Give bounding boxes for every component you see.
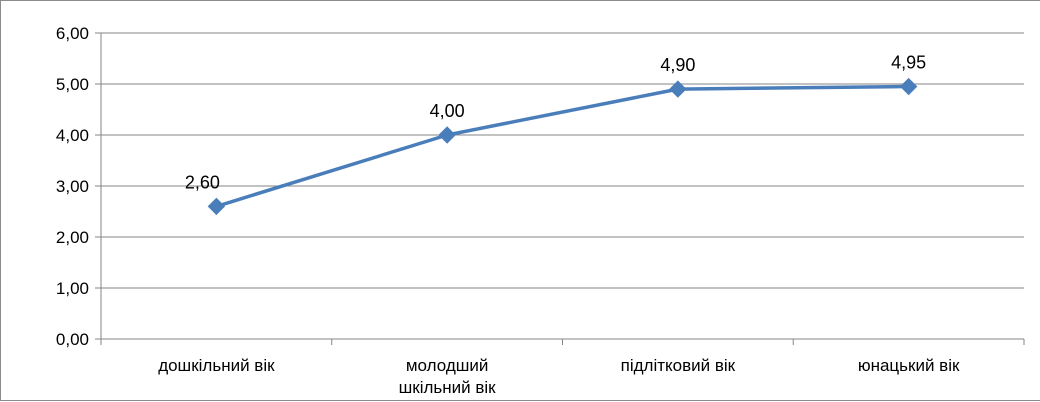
data-point-marker: [669, 80, 687, 98]
data-label: 2,60: [185, 172, 220, 192]
axes: [95, 32, 1025, 345]
category-label-line: підлітковий вік: [621, 356, 736, 375]
y-axis-tick-labels: 0,00 1,00 2,00 3,00 4,00 5,00 6,00: [56, 24, 89, 349]
y-axis-tick-label: 0,00: [56, 330, 89, 349]
y-axis-tick-label: 2,00: [56, 228, 89, 247]
y-axis-tick-label: 5,00: [56, 75, 89, 94]
x-axis-category-labels: дошкільний вік молодший шкільний вік підліт…: [158, 356, 960, 397]
x-axis-category-label: підлітковий вік: [621, 356, 736, 375]
x-axis-category-label: юнацький вік: [858, 356, 960, 375]
x-axis-category-label: дошкільний вік: [158, 356, 275, 375]
data-label: 4,00: [430, 101, 465, 121]
category-label-line: юнацький вік: [858, 356, 960, 375]
gridlines: [101, 32, 1024, 289]
series-line: [215, 84, 909, 209]
data-labels: 2,60 4,00 4,90 4,95: [185, 53, 926, 193]
data-point-marker: [207, 197, 226, 216]
series-line: [215, 84, 909, 209]
category-label-line: дошкільний вік: [158, 356, 275, 375]
y-axis-tick-label: 1,00: [56, 279, 89, 298]
data-label: 4,95: [891, 53, 926, 73]
y-axis-tick-label: 6,00: [56, 24, 89, 43]
y-axis-tick-label: 4,00: [56, 126, 89, 145]
category-label-line: молодший: [406, 356, 489, 375]
series-markers: [207, 77, 918, 216]
x-axis-category-label: молодший шкільний вік: [399, 356, 497, 397]
category-label-line: шкільний вік: [399, 378, 497, 397]
y-axis-tick-label: 3,00: [56, 177, 89, 196]
data-point-marker: [899, 77, 918, 96]
data-label: 4,90: [660, 55, 695, 75]
data-point-marker: [438, 126, 456, 144]
